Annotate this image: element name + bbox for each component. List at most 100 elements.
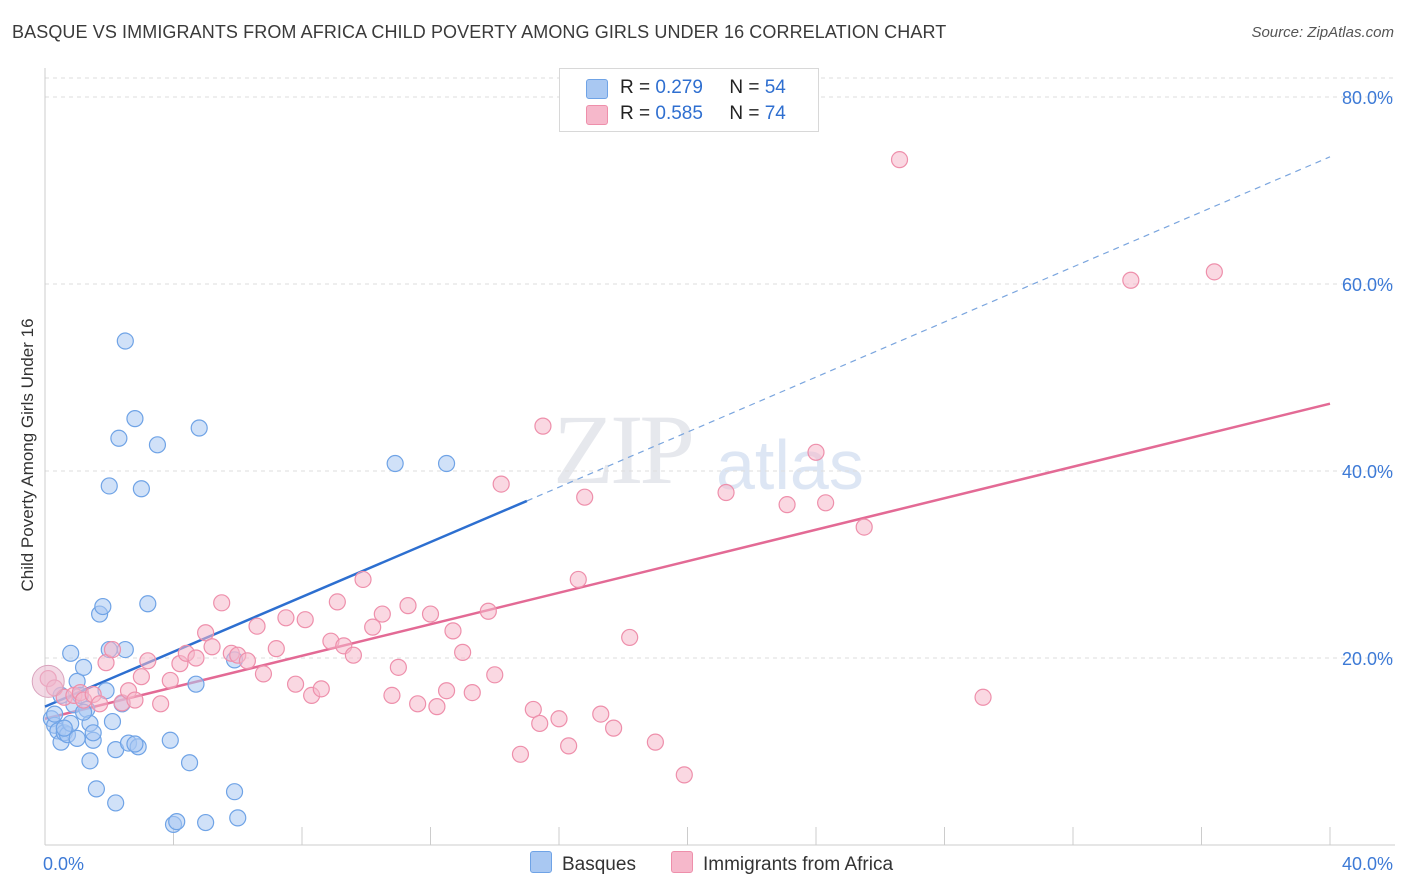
data-point bbox=[974, 688, 992, 706]
data-point bbox=[778, 496, 796, 514]
data-point bbox=[890, 151, 909, 169]
data-point bbox=[344, 646, 362, 664]
data-point bbox=[807, 443, 825, 461]
data-point bbox=[717, 483, 735, 502]
legend-swatch-basques bbox=[586, 79, 608, 99]
data-point bbox=[103, 640, 122, 659]
data-points bbox=[31, 151, 1223, 834]
legend-r-value: 0.585 bbox=[655, 103, 703, 124]
data-point bbox=[576, 488, 594, 506]
data-point bbox=[148, 436, 167, 454]
data-point bbox=[817, 494, 835, 512]
data-point bbox=[168, 813, 186, 831]
data-point bbox=[1205, 263, 1223, 281]
data-point bbox=[312, 680, 330, 698]
data-point bbox=[383, 686, 401, 705]
data-point bbox=[107, 794, 125, 812]
data-point bbox=[91, 695, 109, 713]
data-point bbox=[267, 640, 285, 658]
legend-r-label: R = bbox=[620, 103, 651, 124]
data-point bbox=[110, 429, 128, 447]
legend-n-label: N = bbox=[729, 103, 760, 124]
bottom-legend-swatch-basques bbox=[530, 851, 552, 873]
axes bbox=[44, 68, 1395, 846]
data-point bbox=[621, 628, 639, 647]
data-point bbox=[100, 477, 118, 495]
data-point bbox=[560, 737, 578, 755]
data-point bbox=[524, 700, 542, 719]
data-point bbox=[116, 332, 134, 350]
bottom-legend-basques[interactable]: Basques bbox=[530, 851, 636, 876]
tick-labels: 20.0% 40.0% 60.0% 80.0% 0.0% 40.0% bbox=[43, 88, 1393, 874]
data-point bbox=[68, 729, 86, 748]
data-point bbox=[592, 705, 610, 723]
y-tick-label: 60.0% bbox=[1342, 275, 1393, 295]
trend-line-africa bbox=[44, 402, 1331, 720]
data-point bbox=[62, 644, 80, 662]
data-point bbox=[386, 454, 404, 473]
data-point bbox=[152, 695, 170, 713]
data-point bbox=[605, 719, 623, 737]
x-tick-label: 40.0% bbox=[1342, 854, 1393, 874]
data-point bbox=[286, 675, 305, 693]
legend-n-value: 54 bbox=[764, 77, 786, 98]
data-point bbox=[84, 724, 102, 742]
data-point bbox=[161, 671, 179, 690]
data-point bbox=[492, 475, 510, 493]
data-point bbox=[46, 705, 64, 723]
y-tick-label: 80.0% bbox=[1342, 88, 1393, 108]
data-point bbox=[197, 813, 215, 832]
data-point bbox=[55, 719, 73, 737]
data-point bbox=[569, 570, 587, 589]
chart-title: BASQUE VS IMMIGRANTS FROM AFRICA CHILD P… bbox=[12, 22, 947, 42]
data-point bbox=[225, 783, 244, 801]
data-point bbox=[463, 683, 481, 702]
data-point bbox=[437, 454, 456, 473]
data-point bbox=[180, 754, 199, 772]
x-tick-label: 0.0% bbox=[43, 854, 84, 874]
y-tick-label: 40.0% bbox=[1342, 462, 1393, 482]
data-point bbox=[354, 570, 372, 589]
data-point bbox=[328, 593, 346, 611]
data-point bbox=[203, 638, 221, 656]
data-point bbox=[364, 618, 382, 636]
data-point bbox=[126, 691, 144, 709]
bottom-legend-swatch-africa bbox=[671, 851, 693, 873]
data-point bbox=[511, 745, 530, 763]
data-point bbox=[197, 624, 215, 642]
data-point bbox=[550, 710, 568, 728]
data-point bbox=[486, 666, 504, 684]
series-basques bbox=[42, 332, 456, 834]
data-point bbox=[74, 658, 93, 676]
data-point bbox=[675, 766, 693, 784]
series-africa bbox=[39, 151, 1223, 784]
data-point bbox=[187, 675, 205, 693]
data-point bbox=[126, 735, 144, 753]
y-axis-label: Child Poverty Among Girls Under 16 bbox=[18, 318, 37, 592]
bottom-legend-label-africa: Immigrants from Africa bbox=[703, 854, 894, 875]
data-point bbox=[855, 518, 873, 536]
data-point bbox=[399, 597, 417, 615]
legend-r-label: R = bbox=[620, 77, 651, 98]
data-point bbox=[421, 605, 440, 623]
y-tick-label: 20.0% bbox=[1342, 649, 1393, 669]
source-label: Source: ZipAtlas.com bbox=[1251, 24, 1394, 41]
data-point bbox=[87, 780, 106, 798]
data-point bbox=[531, 714, 549, 733]
data-point bbox=[248, 617, 266, 635]
bottom-legend-africa[interactable]: Immigrants from Africa bbox=[671, 851, 893, 876]
legend-n-value: 74 bbox=[764, 103, 786, 124]
data-point bbox=[409, 695, 427, 713]
data-point bbox=[373, 605, 391, 623]
data-point bbox=[139, 595, 157, 613]
data-point bbox=[454, 643, 472, 661]
correlation-legend: R = 0.279 N = 54 R = 0.585 N = 74 bbox=[559, 68, 819, 132]
legend-r-value: 0.279 bbox=[655, 77, 703, 98]
data-point bbox=[31, 664, 65, 698]
data-point bbox=[254, 665, 273, 683]
data-point bbox=[213, 594, 231, 612]
data-point bbox=[190, 419, 208, 437]
data-point bbox=[428, 698, 446, 716]
legend-n-label: N = bbox=[729, 77, 760, 98]
